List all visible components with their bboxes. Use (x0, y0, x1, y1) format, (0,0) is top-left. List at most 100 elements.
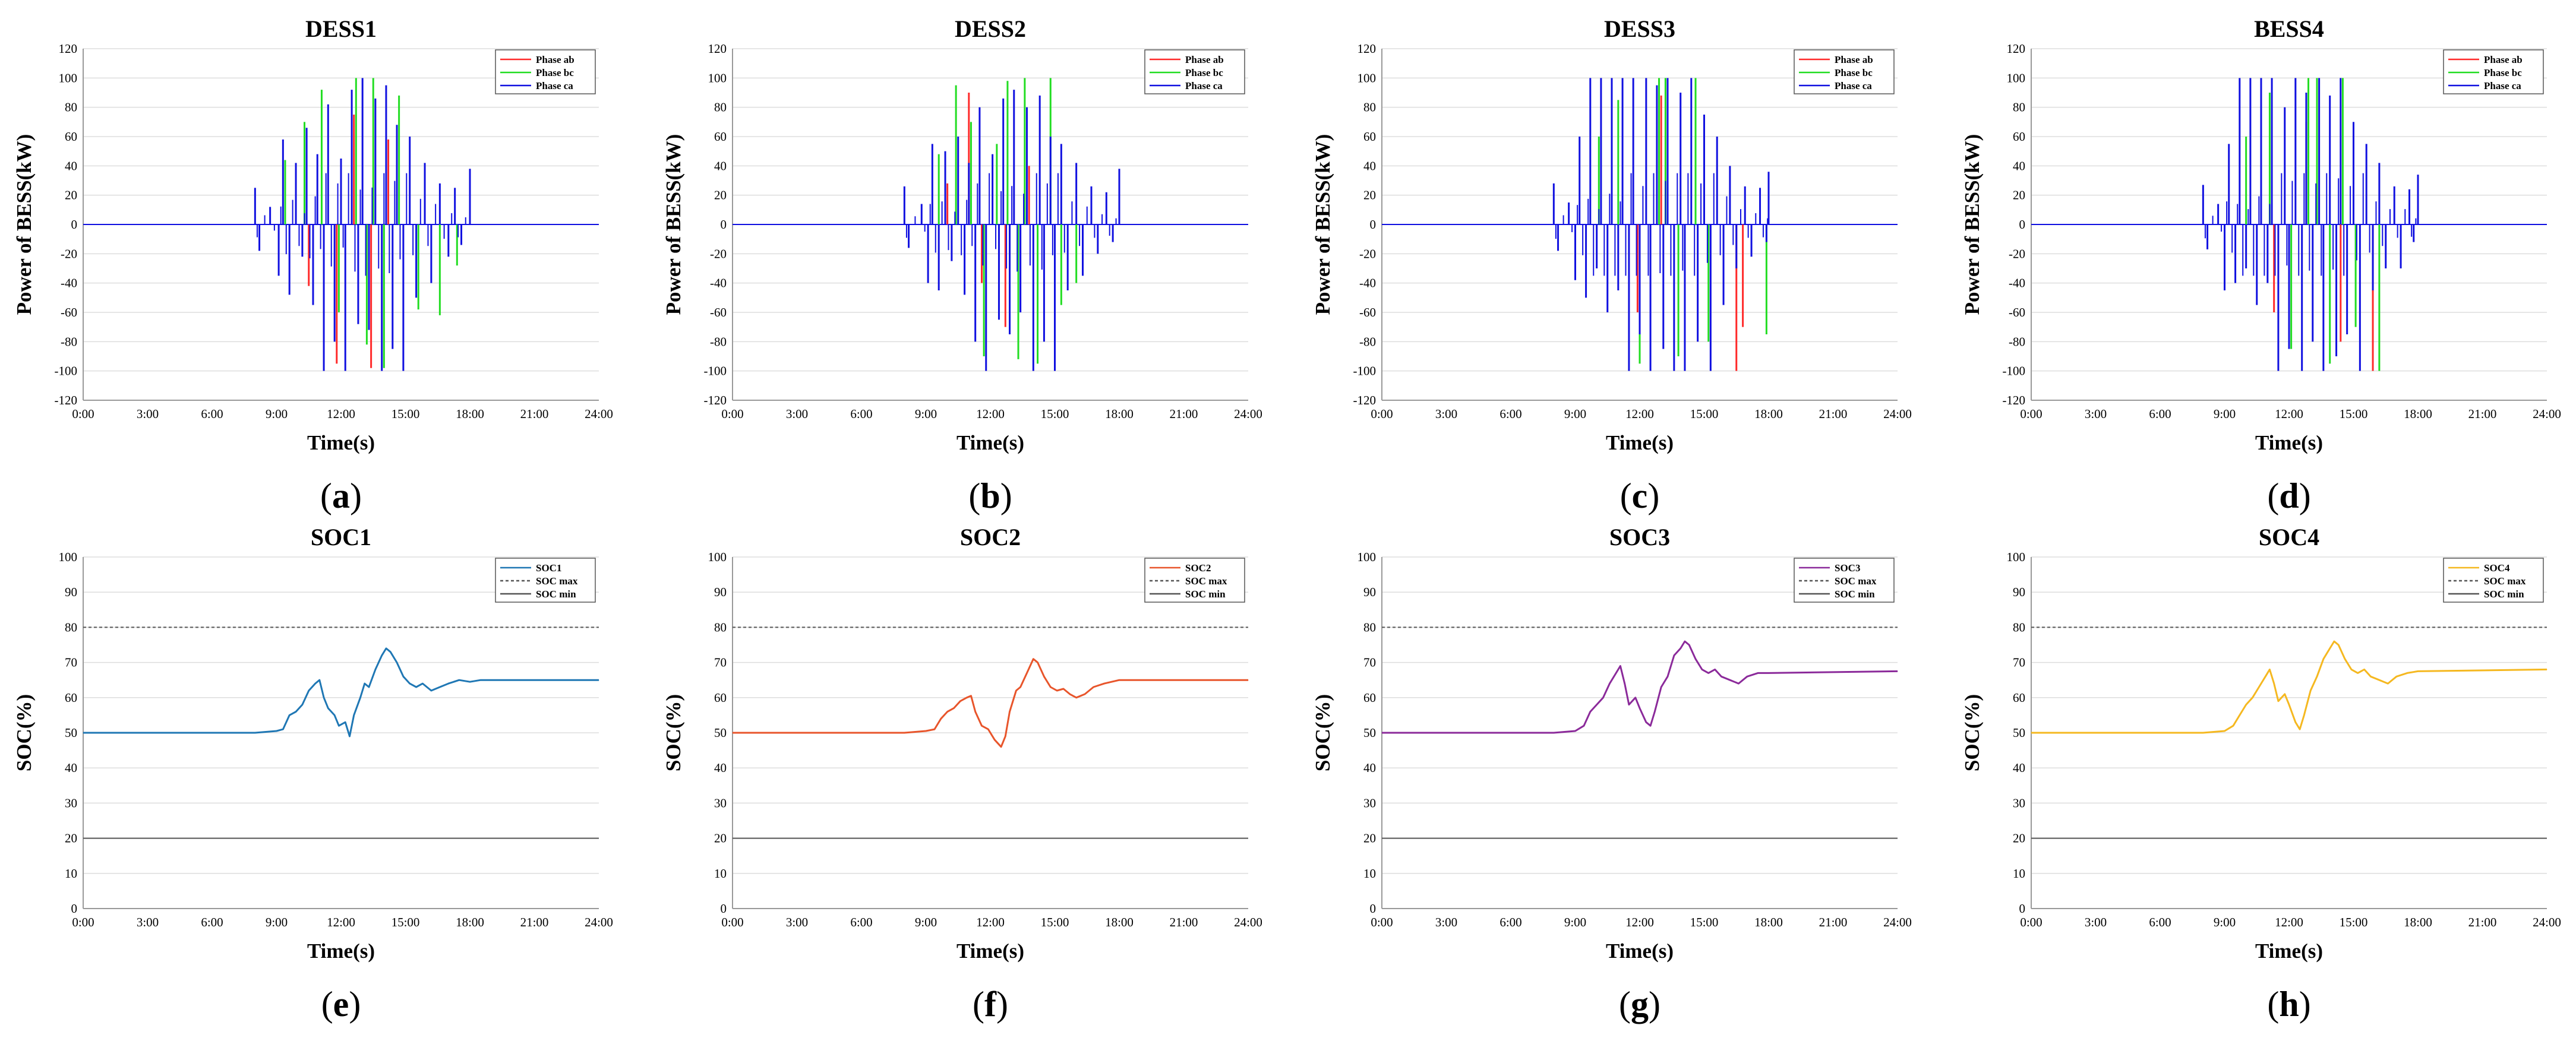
legend-label: SOC max (1835, 575, 1877, 587)
y-tick-label: -60 (61, 305, 77, 319)
soc-point (390, 651, 391, 653)
x-tick-label: 12:00 (2275, 915, 2303, 929)
panel-label: (h) (2267, 985, 2310, 1024)
legend-label: SOC min (1835, 588, 1875, 600)
y-tick-label: -80 (61, 334, 77, 349)
x-tick-label: 6:00 (201, 407, 223, 421)
x-tick-label: 12:00 (2275, 407, 2303, 421)
legend-label: Phase bc (1185, 67, 1223, 78)
x-axis-label: Time(s) (2255, 939, 2323, 963)
chart-title: SOC3 (1609, 524, 1670, 550)
y-tick-label: 10 (1363, 866, 1376, 881)
chart-title: SOC2 (960, 524, 1021, 550)
soc-point (353, 714, 355, 716)
y-tick-label: 90 (2013, 585, 2025, 599)
y-tick-label: 70 (2013, 656, 2025, 670)
legend-label: SOC2 (1185, 562, 1211, 574)
y-tick-label: 0 (71, 217, 78, 232)
y-tick-label: 40 (714, 761, 727, 775)
soc-point (360, 697, 361, 698)
x-tick-label: 0:00 (2020, 915, 2042, 929)
y-tick-label: 100 (59, 71, 78, 85)
x-tick-label: 6:00 (1499, 407, 1521, 421)
y-tick-label: 120 (2007, 42, 2026, 56)
x-tick-label: 21:00 (1170, 407, 1198, 421)
x-tick-label: 3:00 (1435, 407, 1457, 421)
panel-label: (a) (320, 476, 362, 515)
soc-point (2288, 704, 2290, 705)
legend: Phase ab Phase bc Phase ca (2443, 49, 2544, 94)
x-tick-label: 21:00 (520, 915, 549, 929)
x-tick-label: 3:00 (1435, 915, 1457, 929)
legend-label: SOC max (1185, 575, 1227, 587)
soc-series-line (83, 647, 599, 738)
y-axis-label: Power of BESS(kW) (12, 134, 36, 315)
soc-series-line (2031, 640, 2547, 734)
y-tick-label: 80 (1363, 620, 1376, 634)
y-tick-label: 100 (1358, 550, 1377, 564)
y-tick-label: 60 (1363, 129, 1376, 144)
x-tick-label: 24:00 (585, 915, 613, 929)
x-tick-label: 0:00 (1371, 407, 1393, 421)
y-tick-label: 20 (1363, 188, 1376, 202)
x-tick-label: 24:00 (1234, 915, 1262, 929)
soc-point (364, 683, 365, 684)
y-tick-label: 100 (708, 550, 727, 564)
soc-point (422, 683, 423, 684)
y-tick-label: 30 (714, 796, 727, 810)
x-tick-label: 15:00 (1690, 407, 1719, 421)
chart-title: DESS1 (305, 15, 377, 42)
y-tick-label: 40 (2013, 761, 2025, 775)
y-tick-label: 100 (708, 71, 727, 85)
x-axis-label: Time(s) (1606, 939, 1674, 963)
y-tick-label: 40 (65, 159, 77, 173)
y-tick-label: 20 (2013, 188, 2025, 202)
y-tick-label: 0 (2019, 217, 2026, 232)
soc-point (2370, 676, 2371, 677)
soc-point (368, 686, 370, 688)
y-tick-label: 70 (714, 656, 727, 670)
soc-point (1624, 683, 1625, 684)
legend: Phase ab Phase bc Phase ca (495, 49, 596, 94)
x-axis-label: Time(s) (307, 939, 375, 963)
y-tick-label: -80 (1359, 334, 1376, 349)
y-tick-label: -60 (1359, 305, 1376, 319)
y-tick-label: 20 (65, 831, 77, 846)
legend-label: SOC3 (1835, 562, 1860, 574)
x-tick-label: 12:00 (327, 915, 355, 929)
y-tick-label: -80 (710, 334, 727, 349)
x-tick-label: 24:00 (1883, 915, 1912, 929)
x-tick-label: 6:00 (1499, 915, 1521, 929)
y-tick-label: 20 (1363, 831, 1376, 846)
y-tick-label: -40 (710, 276, 727, 290)
panel-label: (e) (321, 985, 361, 1024)
soc-point (2252, 697, 2253, 698)
y-tick-label: 40 (1363, 761, 1376, 775)
y-tick-label: 80 (1363, 100, 1376, 115)
y-tick-label: 50 (2013, 726, 2025, 740)
soc-point (1009, 711, 1011, 712)
y-tick-label: 40 (2013, 159, 2025, 173)
legend-label: SOC max (536, 575, 578, 587)
y-tick-label: 20 (714, 831, 727, 846)
x-tick-label: 15:00 (392, 407, 420, 421)
y-tick-label: 60 (65, 129, 77, 144)
y-tick-label: -120 (1353, 393, 1377, 407)
soc-point (2265, 676, 2266, 677)
x-axis-label: Time(s) (1606, 431, 1674, 454)
x-tick-label: 18:00 (1754, 407, 1783, 421)
soc-point (308, 690, 310, 691)
soc-point (1609, 683, 1610, 684)
y-tick-label: -100 (2003, 364, 2026, 378)
legend-label: Phase bc (2484, 67, 2522, 78)
legend-label: SOC min (2484, 588, 2524, 600)
soc-point (448, 683, 449, 684)
soc-point (1076, 697, 1077, 698)
y-tick-label: 10 (2013, 866, 2025, 881)
x-tick-label: 9:00 (915, 915, 937, 929)
y-tick-label: 60 (2013, 691, 2025, 705)
y-tick-label: 50 (714, 726, 727, 740)
x-tick-label: 15:00 (1690, 915, 1719, 929)
soc-point (289, 714, 290, 716)
x-tick-label: 18:00 (1105, 407, 1134, 421)
